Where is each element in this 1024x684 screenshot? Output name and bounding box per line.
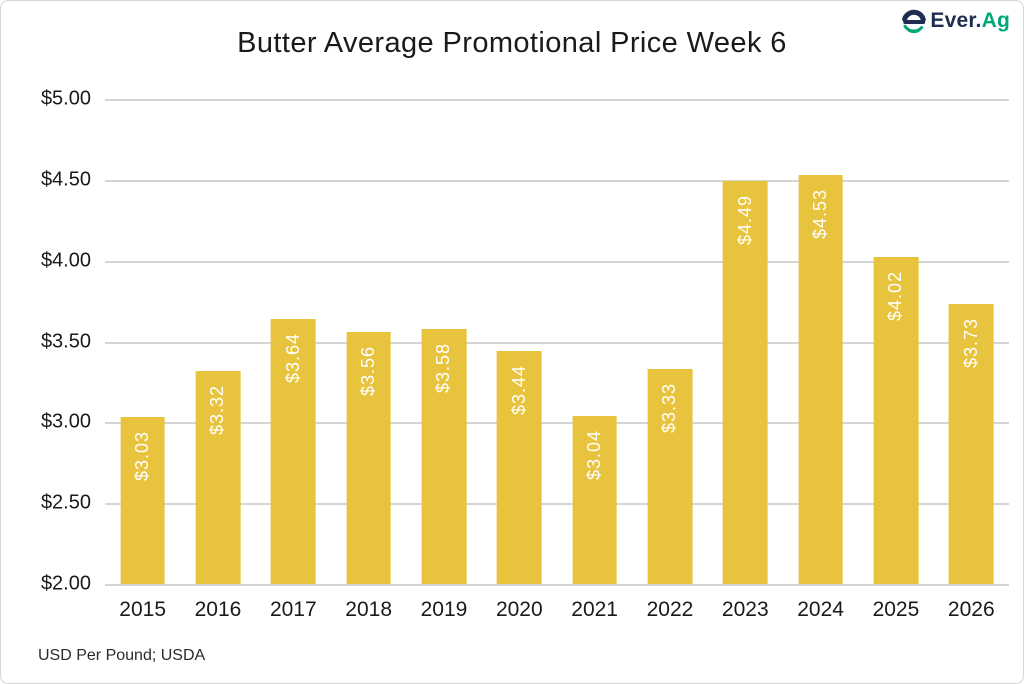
bar-2022: $3.33 — [647, 368, 693, 584]
gridline — [105, 503, 1009, 506]
y-tick-label: $5.00 — [40, 87, 91, 110]
gridline — [105, 99, 1009, 101]
y-tick-label: $4.50 — [40, 168, 91, 191]
everag-logo-text: Ever.Ag — [930, 9, 1010, 33]
bar-value-label: $3.33 — [659, 382, 680, 434]
everag-logo: Ever.Ag — [901, 8, 1010, 34]
chart-title: Butter Average Promotional Price Week 6 — [237, 27, 787, 59]
x-tick-label-2018: 2018 — [345, 598, 392, 621]
bar-value-label: $3.44 — [508, 365, 529, 416]
bar-value-label: $3.58 — [433, 342, 454, 393]
y-tick-label: $3.50 — [40, 330, 91, 352]
everag-logo-icon — [901, 8, 927, 34]
bar-2019: $3.58 — [421, 328, 467, 584]
y-tick-label: $4.00 — [40, 249, 91, 272]
x-tick-label-2017: 2017 — [269, 598, 317, 621]
x-tick-label-2015: 2015 — [119, 598, 167, 621]
bar-value-label: $3.32 — [207, 384, 228, 435]
bar-value-label: $3.73 — [960, 318, 981, 369]
x-tick-label-2019: 2019 — [420, 598, 468, 621]
plot-area: $3.03 $3.32 $3.64 $3.56 $3.58 $3.44 $3.04 $3.33… — [105, 99, 1009, 586]
x-tick-label-2016: 2016 — [194, 598, 242, 621]
bar-2018: $3.56 — [346, 331, 392, 584]
bar-value-label: $4.53 — [810, 188, 831, 240]
logo-ag-text: Ag — [981, 9, 1010, 32]
bar-value-label: $3.64 — [282, 332, 303, 383]
x-tick-label-2021: 2021 — [571, 598, 618, 621]
gridline — [105, 422, 1009, 425]
gridline — [105, 584, 1009, 586]
logo-ever-text: Ever. — [930, 9, 982, 32]
bar-2020: $3.44 — [496, 351, 542, 584]
x-tick-label-2020: 2020 — [495, 598, 543, 621]
x-tick-label-2022: 2022 — [646, 598, 694, 621]
bar-value-label: $4.02 — [885, 271, 906, 322]
gridline — [105, 260, 1009, 263]
bar-value-label: $4.49 — [734, 195, 755, 246]
bar-2021: $3.04 — [572, 415, 618, 584]
bar-2015: $3.03 — [120, 417, 166, 584]
bar-2024: $4.53 — [798, 174, 844, 584]
bar-2016: $3.32 — [195, 370, 241, 584]
x-tick-label-2024: 2024 — [797, 598, 844, 621]
y-tick-label: $2.50 — [40, 491, 91, 514]
x-tick-label-2026: 2026 — [947, 598, 995, 621]
y-tick-label: $3.00 — [40, 410, 91, 433]
bar-value-label: $3.04 — [584, 429, 605, 480]
bar-value-label: $3.03 — [132, 431, 153, 482]
bar-2017: $3.64 — [270, 318, 316, 584]
y-tick-label: $2.00 — [40, 572, 91, 595]
gridline — [105, 341, 1009, 344]
bar-value-label: $3.56 — [358, 345, 379, 396]
y-axis: $5.00 $4.50 $4.00 $3.50 $3.00 $2.50 $2.00 — [1, 88, 91, 595]
bar-2025: $4.02 — [873, 257, 919, 584]
source-note: USD Per Pound; USDA — [38, 647, 206, 664]
bar-2026: $3.73 — [948, 304, 994, 584]
gridline — [105, 179, 1009, 182]
x-tick-label-2025: 2025 — [872, 598, 920, 621]
x-tick-label-2023: 2023 — [721, 598, 769, 621]
bar-2023: $4.49 — [722, 181, 768, 584]
x-axis: 2015 2016 2017 2018 2019 2020 2021 2022 2023 2024… — [105, 598, 1009, 630]
